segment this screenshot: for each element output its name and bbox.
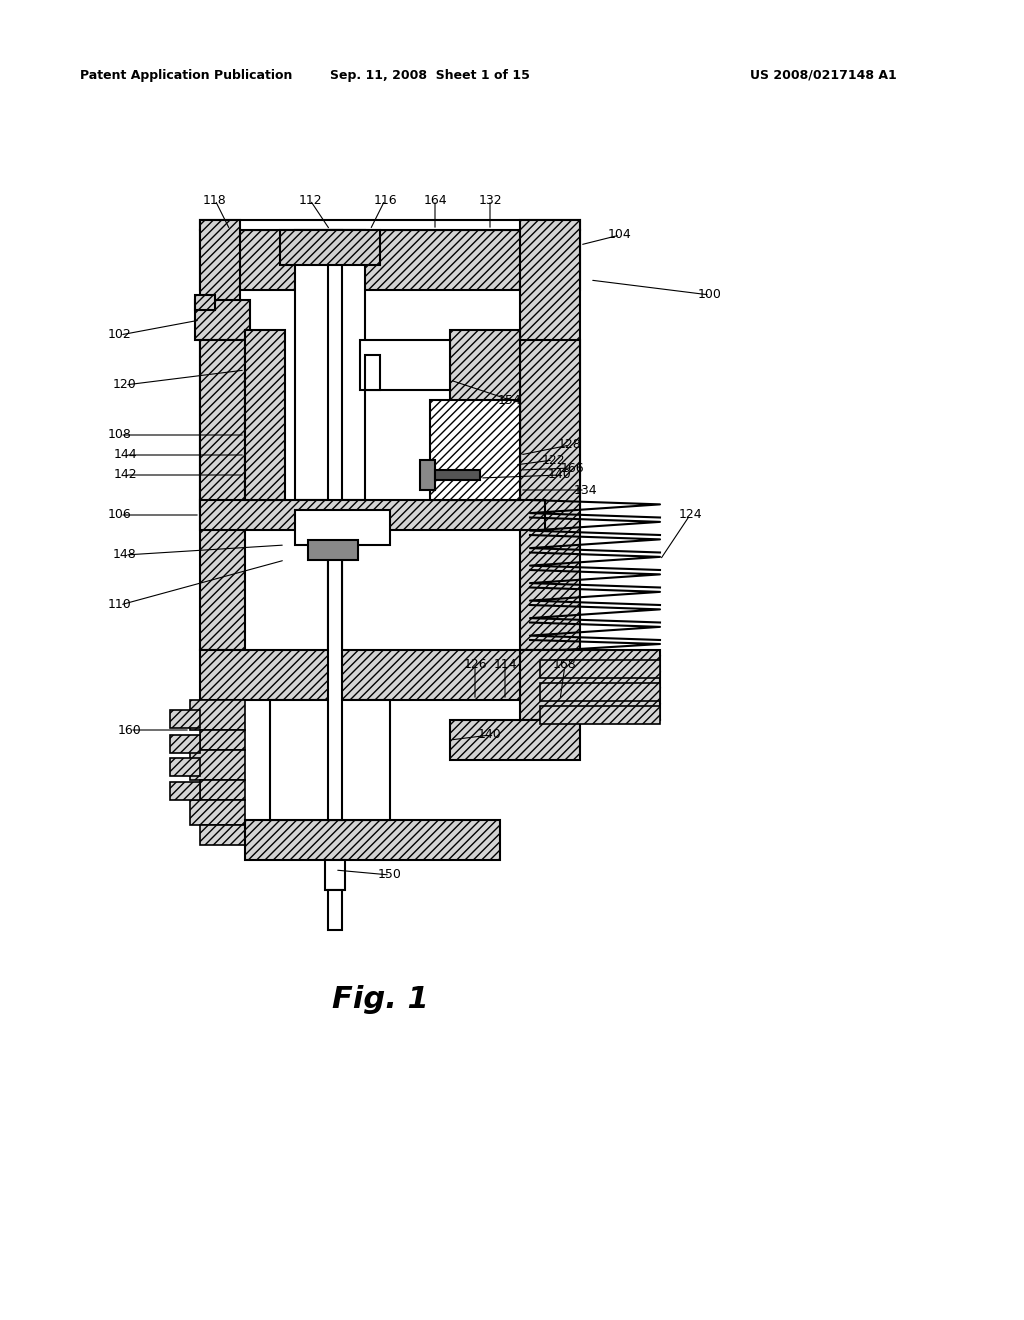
Text: 154: 154 [498, 393, 522, 407]
Polygon shape [280, 230, 380, 265]
Text: 142: 142 [114, 469, 137, 482]
Text: Patent Application Publication: Patent Application Publication [80, 69, 293, 82]
Polygon shape [360, 341, 450, 389]
Polygon shape [295, 230, 365, 500]
Text: 120: 120 [113, 379, 137, 392]
Polygon shape [195, 300, 250, 341]
Polygon shape [295, 510, 390, 545]
Polygon shape [308, 540, 358, 560]
Polygon shape [170, 735, 200, 752]
Polygon shape [200, 230, 580, 290]
Text: 160: 160 [118, 723, 142, 737]
Text: 106: 106 [109, 508, 132, 521]
Polygon shape [365, 355, 380, 389]
Text: 102: 102 [109, 329, 132, 342]
Polygon shape [520, 649, 660, 719]
Polygon shape [170, 781, 200, 800]
Text: US 2008/0217148 A1: US 2008/0217148 A1 [750, 69, 897, 82]
Text: 100: 100 [698, 289, 722, 301]
Polygon shape [540, 682, 660, 701]
Text: 164: 164 [423, 194, 446, 206]
Polygon shape [190, 750, 245, 780]
Text: 168: 168 [553, 659, 577, 672]
Polygon shape [520, 220, 580, 510]
Polygon shape [170, 710, 200, 729]
Text: 140: 140 [478, 729, 502, 742]
Text: 104: 104 [608, 228, 632, 242]
Polygon shape [190, 800, 245, 825]
Text: 114: 114 [494, 659, 517, 672]
Polygon shape [270, 700, 390, 820]
Polygon shape [540, 660, 660, 678]
Polygon shape [200, 730, 245, 750]
Polygon shape [245, 330, 285, 500]
Text: 122: 122 [542, 454, 565, 466]
Text: 124: 124 [678, 508, 701, 521]
Polygon shape [450, 719, 580, 760]
Polygon shape [328, 890, 342, 931]
Polygon shape [430, 400, 520, 500]
Text: 132: 132 [478, 194, 502, 206]
Text: 126: 126 [463, 659, 486, 672]
Polygon shape [200, 500, 545, 531]
Text: Fig. 1: Fig. 1 [332, 986, 428, 1015]
Polygon shape [420, 459, 435, 490]
Polygon shape [328, 531, 342, 820]
Polygon shape [435, 470, 480, 480]
Polygon shape [540, 706, 660, 723]
Polygon shape [170, 758, 200, 776]
Text: 116: 116 [373, 194, 397, 206]
Polygon shape [200, 649, 580, 700]
Polygon shape [325, 861, 345, 890]
Text: 112: 112 [298, 194, 322, 206]
Polygon shape [200, 220, 580, 230]
Polygon shape [200, 825, 245, 845]
Text: 140: 140 [548, 469, 571, 482]
Text: 110: 110 [109, 598, 132, 611]
Text: 118: 118 [203, 194, 227, 206]
Text: 134: 134 [573, 483, 597, 496]
Polygon shape [450, 330, 520, 500]
Polygon shape [328, 230, 342, 840]
Polygon shape [520, 341, 580, 649]
Polygon shape [195, 294, 215, 310]
Text: 166: 166 [560, 462, 584, 474]
Polygon shape [245, 820, 500, 861]
Polygon shape [200, 220, 240, 510]
Text: Sep. 11, 2008  Sheet 1 of 15: Sep. 11, 2008 Sheet 1 of 15 [330, 69, 530, 82]
Polygon shape [200, 341, 245, 649]
Polygon shape [200, 780, 245, 800]
Text: 108: 108 [109, 429, 132, 441]
Text: 150: 150 [378, 869, 402, 882]
Text: 148: 148 [113, 549, 137, 561]
Text: 128: 128 [558, 438, 582, 451]
Polygon shape [190, 700, 245, 730]
Text: 144: 144 [114, 449, 137, 462]
